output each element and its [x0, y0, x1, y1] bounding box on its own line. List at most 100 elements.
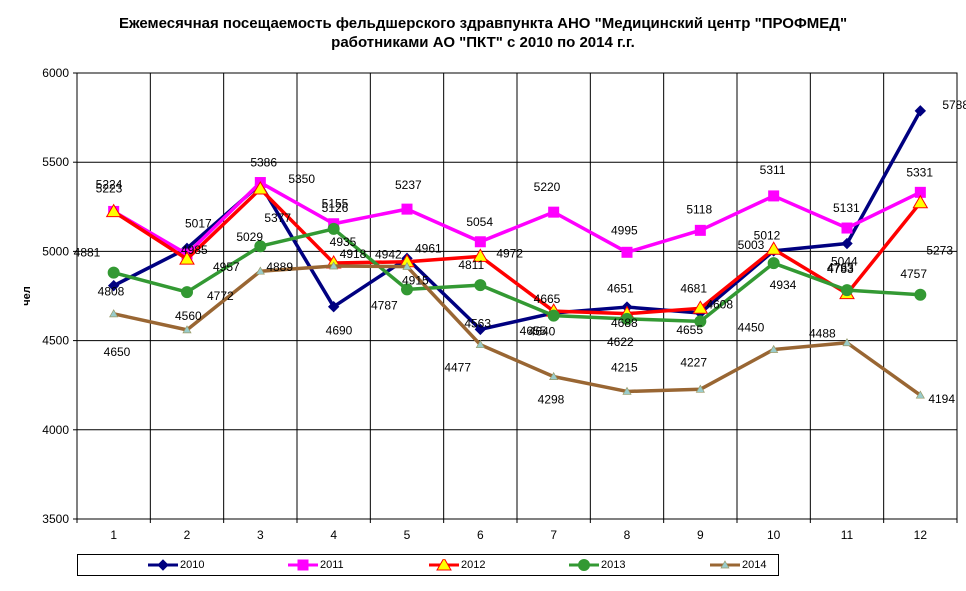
legend-swatch-2011 [288, 559, 318, 571]
chart-title-line-2: работниками АО "ПКТ" с 2010 по 2014 г.г. [331, 34, 635, 51]
data-point-2013-4 [327, 222, 340, 235]
data-label-2013-8: 4622 [607, 335, 634, 349]
data-point-2012-10 [765, 241, 782, 255]
data-label-2013-5: 4787 [371, 298, 398, 312]
data-label-2014-6: 4477 [444, 361, 471, 375]
data-label-2010-1: 4808 [98, 285, 125, 299]
x-tick-label: 6 [477, 528, 484, 542]
legend-label-2011: 2011 [320, 559, 344, 571]
legend-marker-2011 [297, 559, 309, 571]
data-point-2010-12 [914, 105, 927, 117]
x-tick-label: 8 [624, 528, 631, 542]
chart-legend: 2010 2011 2012 2013 2014 [77, 554, 779, 576]
legend-item-2011: 2011 [288, 555, 344, 575]
data-label-2014-5: 4915 [402, 274, 429, 288]
data-label-2011-12: 5331 [906, 165, 933, 179]
data-label-2013-4: 5126 [322, 201, 349, 215]
data-label-2012-12: 5273 [926, 244, 953, 258]
data-point-2012-1 [105, 203, 122, 218]
data-label-2013-11: 4783 [827, 262, 854, 276]
data-label-2010-9: 4655 [676, 323, 703, 337]
data-label-2011-2: 4985 [181, 243, 208, 257]
series-2014 [109, 261, 925, 399]
data-point-2013-1 [107, 266, 120, 279]
x-tick-label: 1 [110, 528, 117, 542]
chart-title: Ежемесячная посещаемость фельдшерского з… [0, 14, 966, 52]
data-label-2014-10: 4450 [738, 321, 765, 335]
data-label-2014-2: 4560 [175, 309, 202, 323]
chart-title-line-1: Ежемесячная посещаемость фельдшерского з… [118, 15, 848, 32]
legend-marker-2014 [720, 560, 730, 569]
data-point-2011-8 [621, 246, 633, 258]
series-line-2012 [112, 187, 922, 316]
series-line-2013 [113, 227, 921, 324]
data-label-2014-4: 4918 [340, 247, 367, 261]
data-point-2014-1 [109, 309, 119, 318]
legend-label-2010: 2010 [180, 559, 205, 571]
data-label-2014-8: 4215 [611, 360, 638, 374]
legend-item-2014: 2014 [710, 555, 766, 575]
data-point-2014-6 [475, 339, 485, 349]
data-label-2012-1: 5223 [96, 182, 123, 196]
data-label-2011-3: 5386 [250, 156, 277, 170]
data-point-2013-3 [254, 240, 267, 253]
data-point-2010-4 [327, 300, 340, 313]
data-label-2010-6: 4563 [464, 316, 491, 330]
data-point-2012-12 [912, 194, 929, 209]
data-point-2014-2 [182, 325, 192, 334]
data-label-2013-1: 4881 [74, 246, 101, 260]
data-label-2013-6: 4811 [458, 258, 484, 272]
data-point-2013-12 [914, 288, 927, 301]
x-tick-label: 12 [914, 528, 928, 542]
x-tick-label: 5 [404, 528, 411, 542]
data-point-2010-11 [841, 237, 853, 250]
data-label-2014-3: 4889 [266, 260, 293, 274]
legend-swatch-2010 [148, 559, 178, 571]
series-line-2014 [113, 264, 922, 397]
data-label-2012-8: 4651 [607, 282, 634, 296]
data-label-2013-12: 4757 [900, 267, 927, 281]
x-tick-label: 7 [550, 528, 557, 542]
legend-item-2013: 2013 [569, 555, 625, 575]
x-tick-label: 10 [767, 528, 781, 542]
data-label-2014-9: 4227 [680, 355, 707, 369]
x-tick-label: 3 [257, 528, 264, 542]
data-point-2011-10 [768, 190, 780, 202]
data-label-2012-9: 4681 [680, 281, 707, 295]
data-label-2013-7: 4640 [529, 325, 556, 339]
data-point-2010-1 [107, 279, 120, 292]
data-label-2010-10: 5003 [738, 238, 765, 252]
data-label-2014-11: 4488 [809, 327, 836, 341]
data-label-2011-5: 5237 [395, 178, 422, 192]
legend-label-2014: 2014 [742, 559, 767, 571]
legend-swatch-2012 [429, 559, 459, 571]
data-point-2013-5 [401, 283, 413, 296]
data-label-2010-11: 5044 [831, 255, 858, 269]
data-point-2013-8 [621, 312, 633, 325]
y-tick-label: 6000 [42, 66, 69, 80]
data-point-2011-5 [401, 203, 413, 215]
legend-label-2012: 2012 [461, 559, 486, 571]
data-point-2013-2 [181, 286, 193, 299]
y-tick-label: 4500 [42, 334, 69, 348]
legend-swatch-2013 [569, 559, 599, 571]
y-tick-label: 5500 [42, 155, 69, 169]
data-point-2011-9 [694, 224, 706, 236]
y-tick-label: 4000 [42, 423, 69, 437]
data-point-2014-11 [842, 338, 852, 347]
data-label-2012-5: 4942 [375, 248, 402, 262]
data-point-2014-8 [622, 386, 632, 395]
data-label-2010-12: 5788 [942, 98, 966, 112]
data-label-2010-8: 4688 [611, 316, 638, 330]
data-point-2010-6 [474, 323, 487, 336]
data-point-2012-6 [472, 248, 489, 262]
legend-marker-2013 [578, 559, 590, 571]
data-point-2014-4 [329, 261, 339, 270]
data-point-2013-9 [694, 315, 707, 328]
data-label-2012-11: 4763 [827, 261, 854, 275]
data-point-2012-3 [252, 180, 269, 195]
data-label-2013-9: 4608 [706, 297, 733, 311]
y-tick-label: 3500 [42, 512, 69, 526]
data-label-2014-12: 4194 [928, 392, 955, 406]
